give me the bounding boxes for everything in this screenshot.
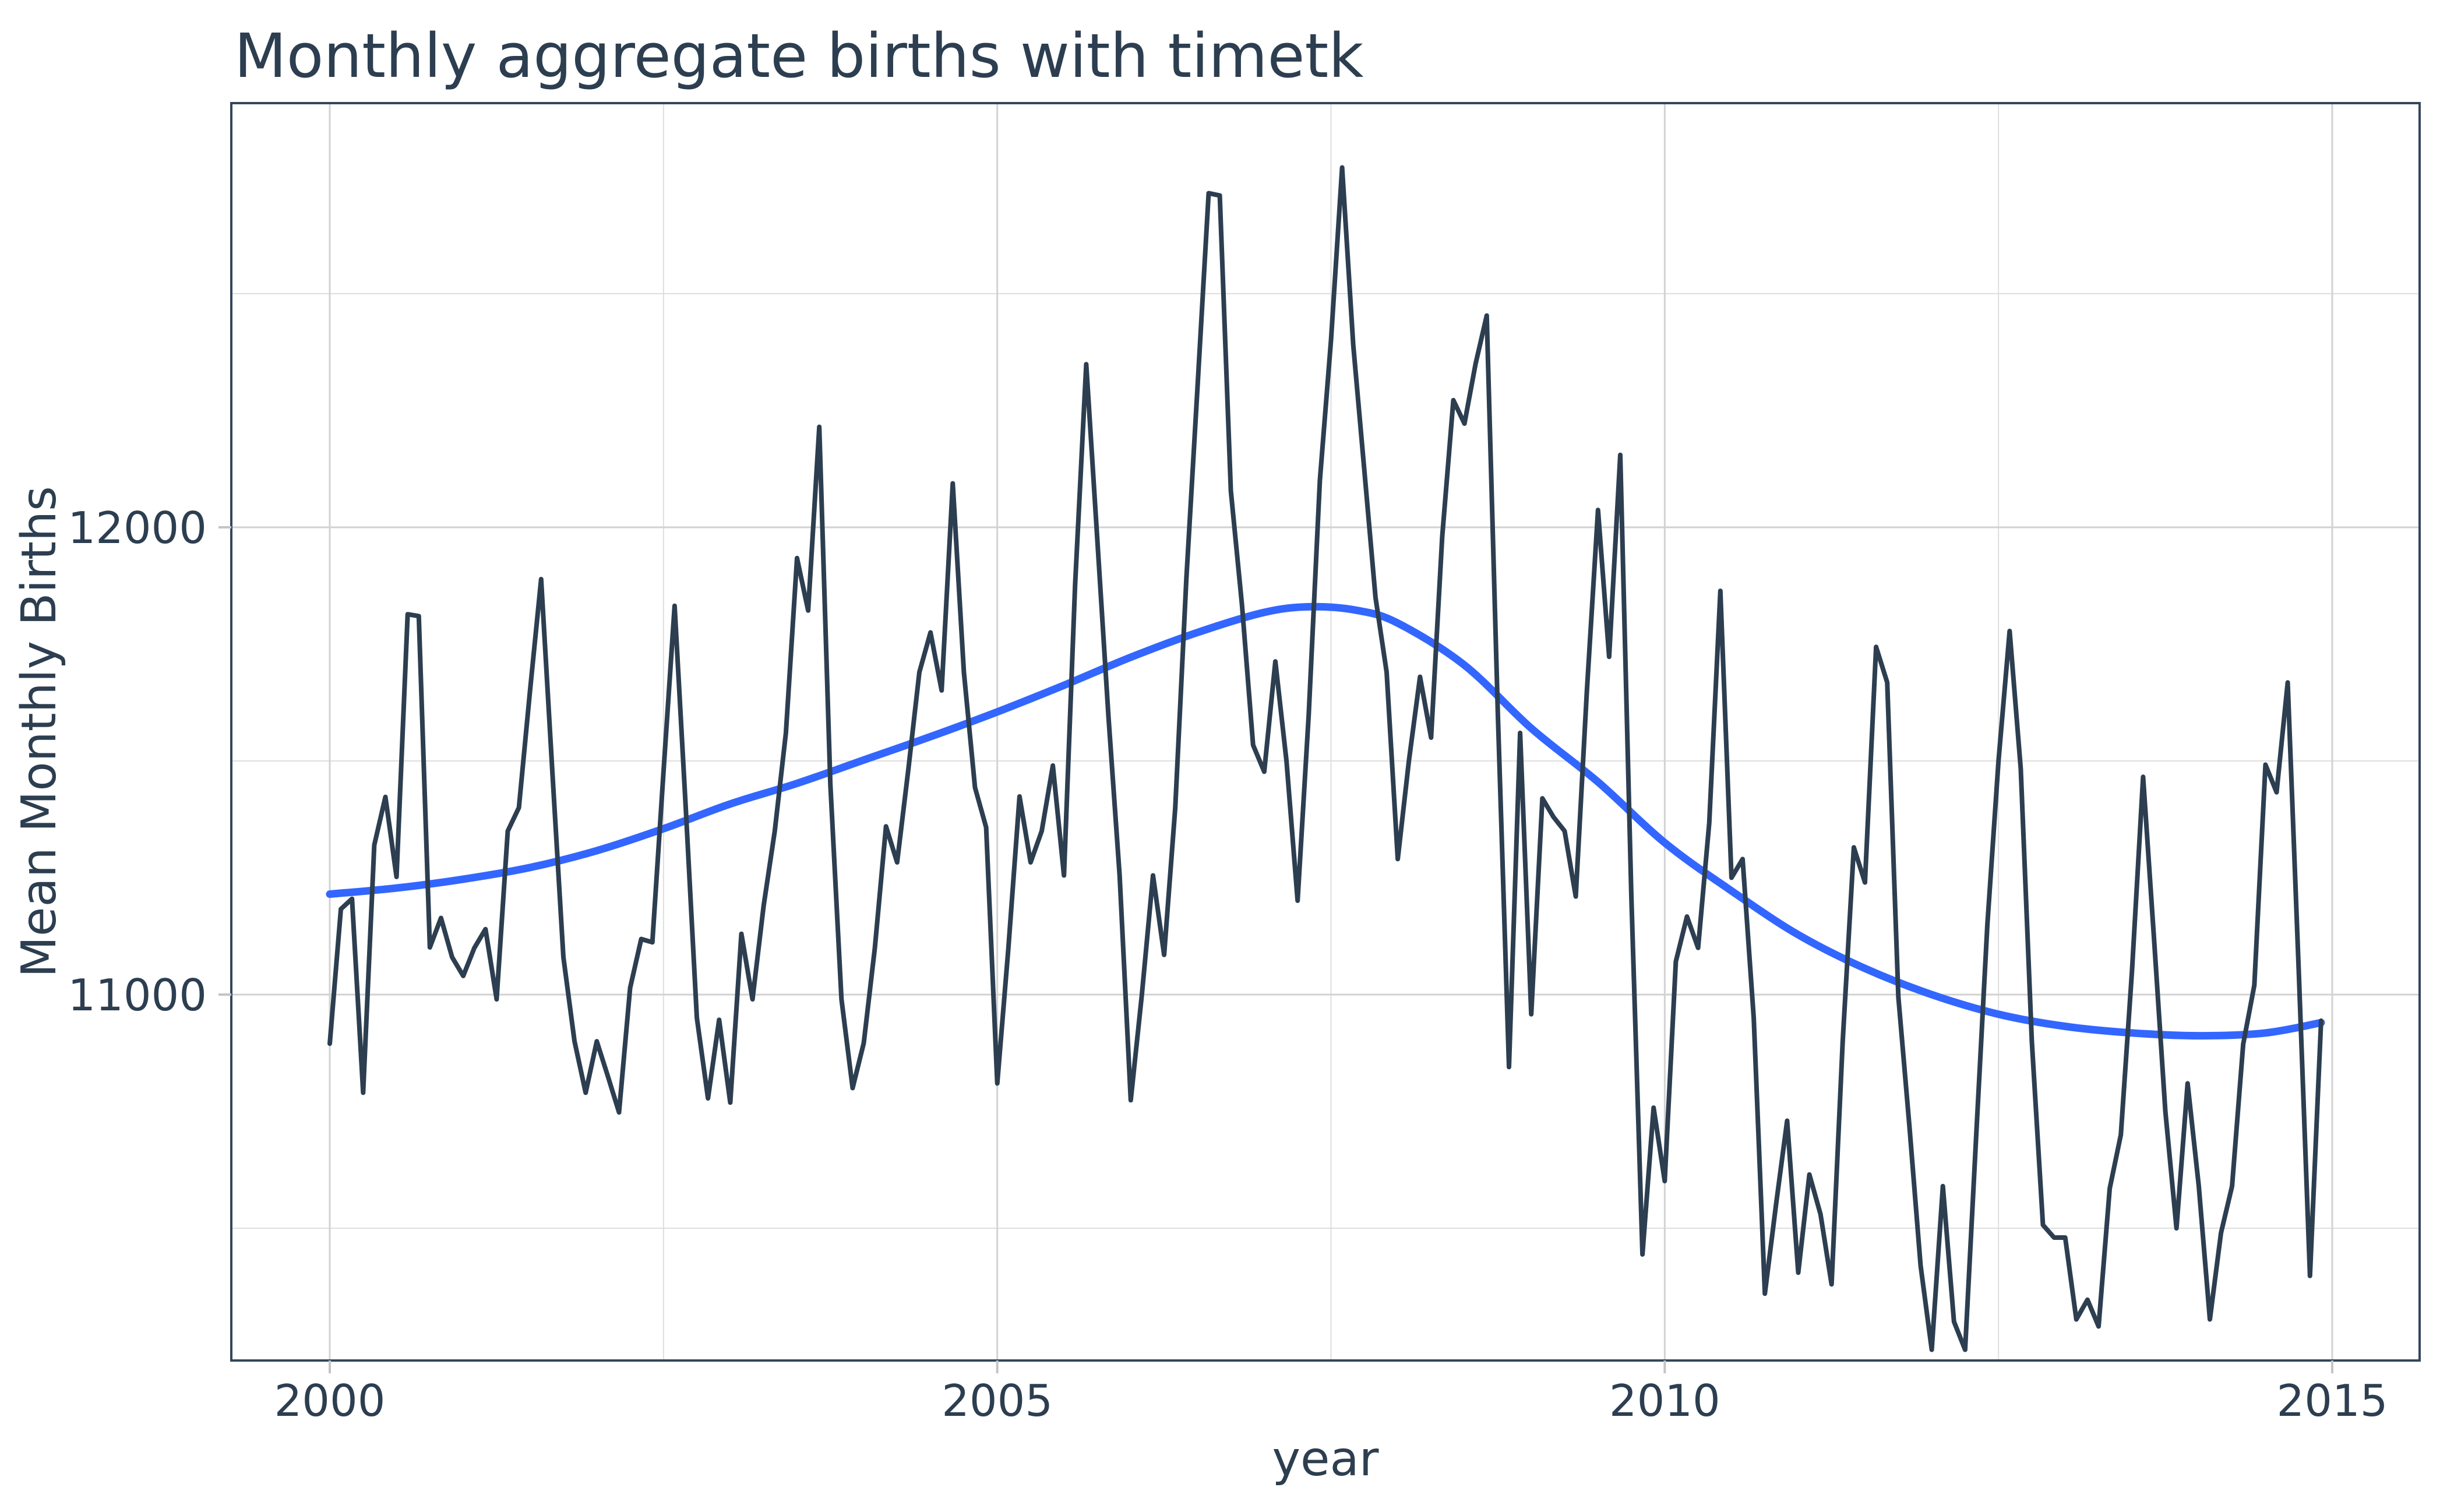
x-tick-label-2005: 2005 <box>942 1375 1053 1426</box>
x-tick-label-2010: 2010 <box>1609 1375 1720 1426</box>
y-tick-label-11000: 11000 <box>68 970 207 1021</box>
grid-major-lines <box>231 103 2420 1361</box>
axis-tick-marks <box>218 526 2333 1373</box>
x-axis-label: year <box>1272 1432 1379 1487</box>
chart-title: Monthly aggregate births with timetk <box>234 20 1364 91</box>
y-tick-label-12000: 12000 <box>68 502 207 554</box>
grid-minor-lines <box>231 103 2420 1361</box>
loess-trend-line <box>326 602 2325 1040</box>
monthly-births-line <box>327 165 2323 1352</box>
x-tick-label-2015: 2015 <box>2277 1375 2388 1426</box>
x-tick-label-2000: 2000 <box>274 1375 386 1426</box>
y-axis-label: Mean Monthly Births <box>12 486 67 977</box>
y-axis-tick-labels: 11000 12000 <box>68 502 207 1021</box>
plot-panel-border <box>230 102 2421 1362</box>
x-axis-tick-labels: 2000 2005 2010 2015 <box>274 1375 2388 1426</box>
